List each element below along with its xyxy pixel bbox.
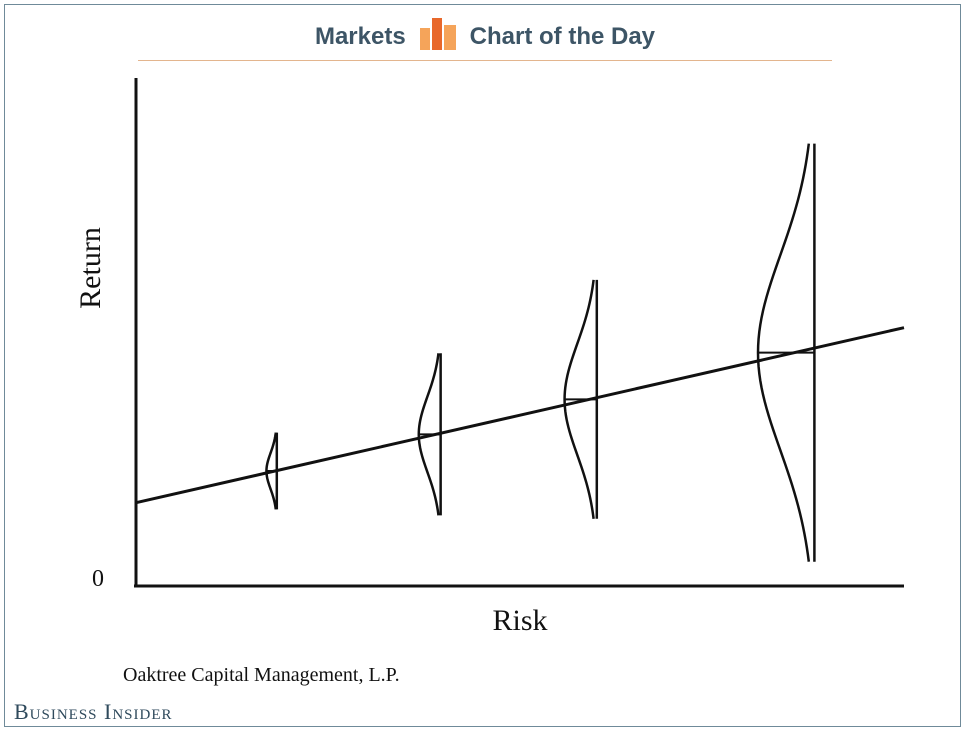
distribution-curve-2 xyxy=(417,353,440,516)
markets-label: Markets xyxy=(314,23,406,50)
y-axis-label: Return xyxy=(74,227,107,309)
business-insider-logo: Business Insider xyxy=(14,699,173,724)
chart-frame xyxy=(4,4,961,727)
distribution-curves xyxy=(265,143,816,562)
bar-chart-icon xyxy=(419,17,456,57)
icon-bar-right xyxy=(443,24,456,50)
chart-of-the-day-banner: Markets Chart of the Day xyxy=(138,14,832,61)
risk-return-line xyxy=(135,326,905,505)
source-note: Oaktree Capital Management, L.P. xyxy=(123,664,400,686)
chart-of-the-day-label: Chart of the Day xyxy=(469,23,656,50)
distribution-curve-1 xyxy=(265,432,278,510)
icon-bar-middle xyxy=(431,17,442,50)
icon-bar-left xyxy=(419,27,430,50)
y-tick-label-0: 0 xyxy=(92,566,104,592)
x-axis-label: Risk xyxy=(492,604,547,637)
distribution-curve-4 xyxy=(756,143,811,562)
